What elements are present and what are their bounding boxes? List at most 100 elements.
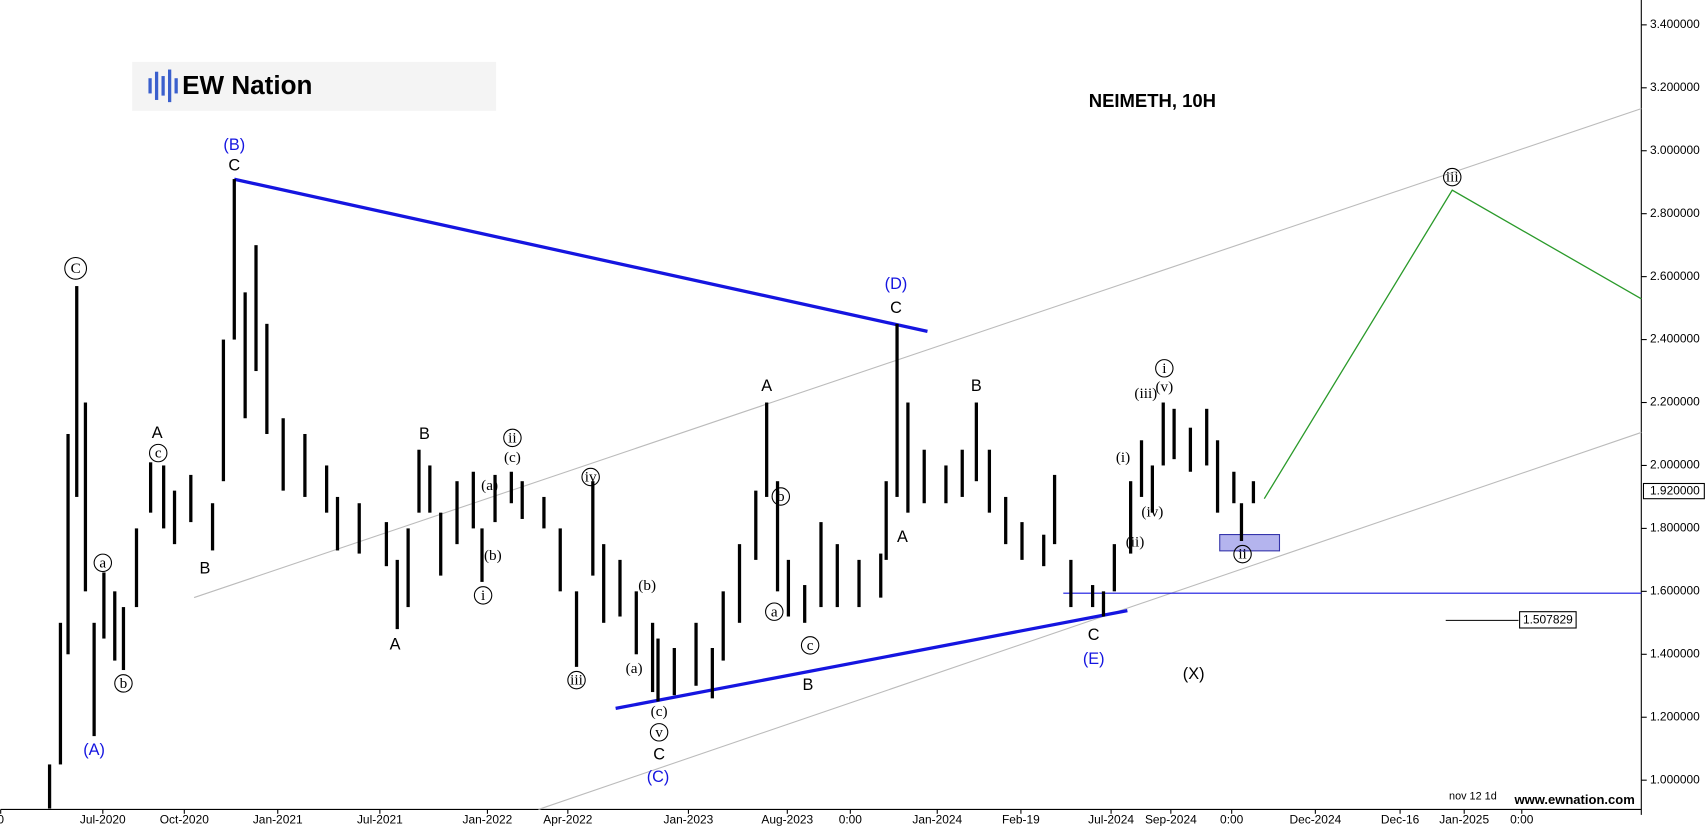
- price-bar: [765, 402, 769, 497]
- wave-circle: [771, 487, 791, 506]
- price-bar: [254, 245, 258, 372]
- wave-label: C: [1088, 626, 1100, 644]
- price-bar: [634, 591, 638, 655]
- period-note: nov 12 1d: [1449, 790, 1497, 802]
- price-bar: [417, 449, 421, 513]
- wave-label: (b): [484, 547, 502, 564]
- wave-circle: [473, 586, 493, 605]
- price-bar: [189, 474, 193, 523]
- x-tick-label: Feb-19: [1002, 812, 1040, 826]
- wave-label: b: [120, 675, 128, 692]
- price-bar: [384, 522, 389, 567]
- wave-circle: [567, 670, 586, 690]
- price-bar: [987, 449, 992, 513]
- wave-label: A: [761, 377, 772, 395]
- price-bar: [303, 433, 307, 497]
- price-bar: [574, 591, 579, 667]
- wave-label: iv: [585, 469, 597, 486]
- wave-circle: [649, 723, 669, 742]
- x-tick-label: Sep-2024: [1145, 812, 1197, 826]
- price-bar: [1251, 481, 1256, 504]
- wave-label: (a): [481, 477, 498, 494]
- price-bar: [656, 638, 660, 702]
- x-tick-label: Jul-2020: [80, 812, 126, 826]
- price-bar: [591, 481, 595, 576]
- price-bar: [172, 490, 177, 545]
- price-bar: [1004, 496, 1008, 545]
- y-tick-label: 2.800000: [1650, 206, 1700, 220]
- price-bar: [1172, 408, 1176, 460]
- wave-label: (C): [647, 768, 670, 786]
- price-bar: [439, 512, 443, 576]
- level-box: [1519, 611, 1577, 629]
- wave-circle: [765, 602, 784, 621]
- wave-label: b: [777, 488, 785, 505]
- wave-circle: [148, 443, 168, 463]
- price-bar: [325, 465, 329, 513]
- wave-label: (iv): [1141, 503, 1163, 520]
- wave-circle: [503, 428, 522, 448]
- x-tick-label: Jan-2022: [463, 812, 513, 826]
- price-bar: [1139, 440, 1144, 497]
- price-bar: [1161, 402, 1165, 466]
- price-bar: [558, 528, 562, 592]
- price-bar: [480, 528, 484, 582]
- price-bar: [121, 607, 126, 671]
- price-bar: [737, 544, 742, 623]
- price-bar: [974, 402, 978, 482]
- wave-label: C: [890, 299, 902, 317]
- y-tick-label: 1.200000: [1650, 709, 1700, 723]
- price-bar: [1112, 544, 1116, 592]
- price-bar: [879, 553, 883, 598]
- wave-label: B: [200, 560, 211, 578]
- wave-label: B: [803, 676, 814, 694]
- y-tick-label: 2.000000: [1650, 458, 1700, 472]
- wave-label: (D): [885, 275, 908, 293]
- wave-label: A: [897, 528, 908, 546]
- price-bar: [1129, 481, 1133, 554]
- wave-label: C: [228, 157, 240, 175]
- price-bar: [232, 179, 236, 340]
- price-bar: [148, 462, 153, 513]
- price-bar: [113, 591, 117, 661]
- wave-circle: [800, 636, 820, 655]
- wave-label: ii: [1238, 546, 1246, 563]
- x-tick-label: Dec-2024: [1289, 812, 1341, 826]
- x-tick-label: Jan-2025: [1439, 812, 1489, 826]
- price-bar: [66, 433, 70, 655]
- y-tick-label: 3.000000: [1650, 143, 1700, 157]
- wave-label: i: [481, 587, 485, 604]
- price-bar: [672, 647, 676, 696]
- price-bar: [1090, 585, 1095, 608]
- price-bar: [58, 622, 63, 765]
- wave-circle: [1443, 167, 1462, 187]
- price-bar: [650, 622, 655, 693]
- wave-label: (v): [1155, 378, 1173, 395]
- wave-label: (ii): [1126, 534, 1145, 551]
- price-bar: [857, 559, 861, 608]
- wave-circle: [64, 256, 88, 280]
- price-bar: [471, 471, 475, 529]
- price-bar: [618, 559, 622, 617]
- price-bar: [1042, 534, 1046, 567]
- x-tick-label: 0: [0, 812, 4, 826]
- wave-label: (E): [1083, 650, 1105, 668]
- price-bar: [803, 585, 807, 623]
- wave-label: (a): [626, 660, 643, 677]
- y-tick-label: 2.400000: [1650, 332, 1700, 346]
- price-bar: [835, 544, 839, 608]
- y-tick-label: 1.400000: [1650, 646, 1700, 660]
- price-bar: [1052, 474, 1057, 545]
- wave-label: B: [419, 425, 430, 443]
- wave-label: A: [390, 636, 401, 654]
- last-price-box: [1642, 482, 1705, 500]
- wave-label: (c): [651, 703, 668, 720]
- x-tick-label: Aug-2023: [761, 812, 813, 826]
- y-tick-label: 3.200000: [1650, 80, 1700, 94]
- price-bar: [1232, 471, 1236, 504]
- logo-text: EW Nation: [182, 70, 312, 100]
- logo-background: [132, 61, 497, 111]
- price-bar: [243, 292, 247, 419]
- wave-label: iii: [570, 672, 583, 689]
